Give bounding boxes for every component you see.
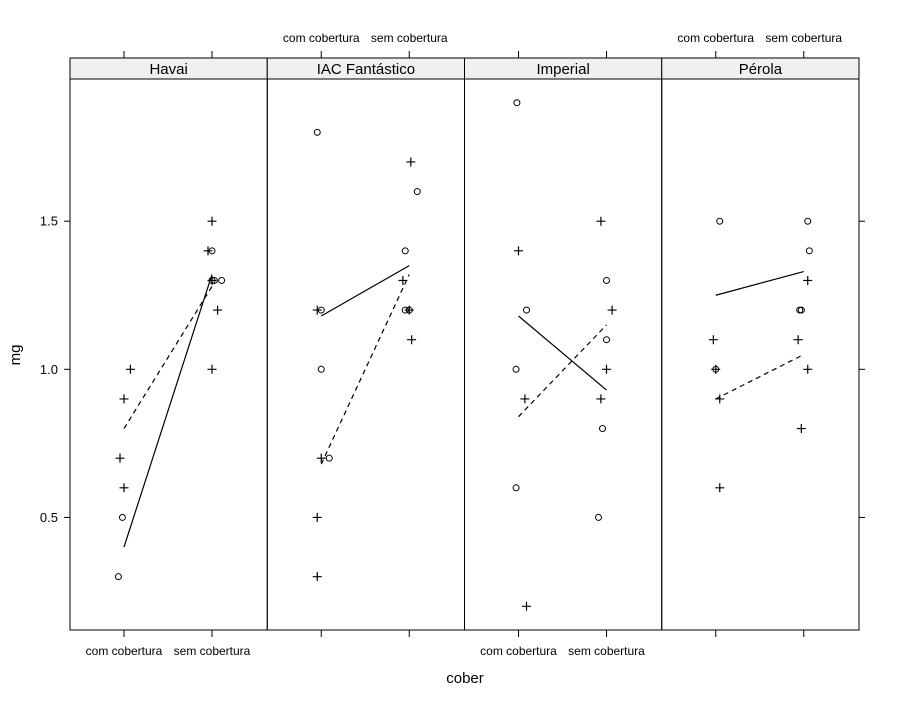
data-point-plus [119,483,129,493]
data-point-plus [213,305,223,315]
data-point-plus [203,246,213,256]
x-tick-label: sem cobertura [568,644,645,658]
data-point-plus [708,335,718,345]
mean-line-solid [320,265,410,317]
x-tick-label: com cobertura [86,644,163,658]
data-point-plus [207,216,217,226]
panel-label: Havai [149,61,187,78]
data-point-circle [804,217,812,225]
data-point-plus [715,394,725,404]
data-point-plus [715,483,725,493]
data-point-plus [207,364,217,374]
data-point-plus [803,275,813,285]
data-point-circle [218,276,226,284]
x-tick-label: com cobertura [480,644,557,658]
data-point-plus [125,364,135,374]
data-point-circle [401,247,409,255]
data-point-plus [406,157,416,167]
data-point-plus [522,601,531,611]
mean-line-dashed [715,353,805,400]
data-point-plus [312,572,322,582]
data-point-circle [603,336,610,344]
x-axis-label: cober [446,670,484,687]
data-point-circle [512,484,520,492]
data-point-circle [118,513,126,521]
data-point-plus [596,394,606,404]
data-point-circle [317,365,325,373]
x-tick-label: sem cobertura [765,31,842,45]
data-point-circle [599,425,606,433]
data-point-plus [602,364,611,374]
data-point-plus [316,453,326,463]
mean-line-dashed [123,286,213,429]
data-point-circle [523,306,530,314]
data-point-plus [793,335,803,345]
mean-line-dashed [320,274,410,465]
data-point-circle [595,513,602,521]
x-tick-label: sem cobertura [371,31,448,45]
mean-line-solid [518,315,607,391]
x-tick-label: com cobertura [677,31,754,45]
data-point-circle [805,247,813,255]
y-tick-label: 1.5 [40,214,58,229]
panel-frame [464,78,663,631]
data-point-plus [312,512,322,522]
y-tick-label: 1.0 [40,362,58,377]
data-point-plus [398,275,408,285]
mean-line-solid [715,270,804,296]
data-point-circle [512,365,520,373]
x-tick-label: sem cobertura [174,644,251,658]
data-point-circle [114,573,122,581]
data-point-plus [607,305,617,315]
data-point-plus [803,364,813,374]
data-point-plus [404,305,414,315]
data-point-circle [513,99,521,107]
data-point-plus [312,305,322,315]
data-point-plus [520,394,530,404]
data-point-circle [797,306,805,314]
x-tick-label: com cobertura [283,31,360,45]
panel-frame [69,78,268,631]
data-point-circle [603,276,610,284]
mean-line-dashed [518,324,607,418]
data-point-plus [711,364,721,374]
panel-label: Pérola [739,61,783,78]
data-point-circle [325,454,333,462]
data-point-circle [716,217,724,225]
data-point-circle [413,188,421,196]
y-tick-label: 0.5 [40,510,58,525]
data-point-plus [514,246,523,256]
panel-label: Imperial [536,61,589,78]
y-axis-label: mg [7,345,24,366]
data-point-plus [115,453,125,463]
mean-line-solid [123,274,213,548]
data-point-plus [407,335,417,345]
data-point-plus [796,424,806,434]
panel-label: IAC Fantástico [317,61,415,78]
panel-frame [266,78,465,631]
data-point-plus [119,394,129,404]
data-point-plus [596,216,606,226]
data-point-circle [313,128,321,136]
panel-frame [661,78,860,631]
data-point-plus [207,275,217,285]
